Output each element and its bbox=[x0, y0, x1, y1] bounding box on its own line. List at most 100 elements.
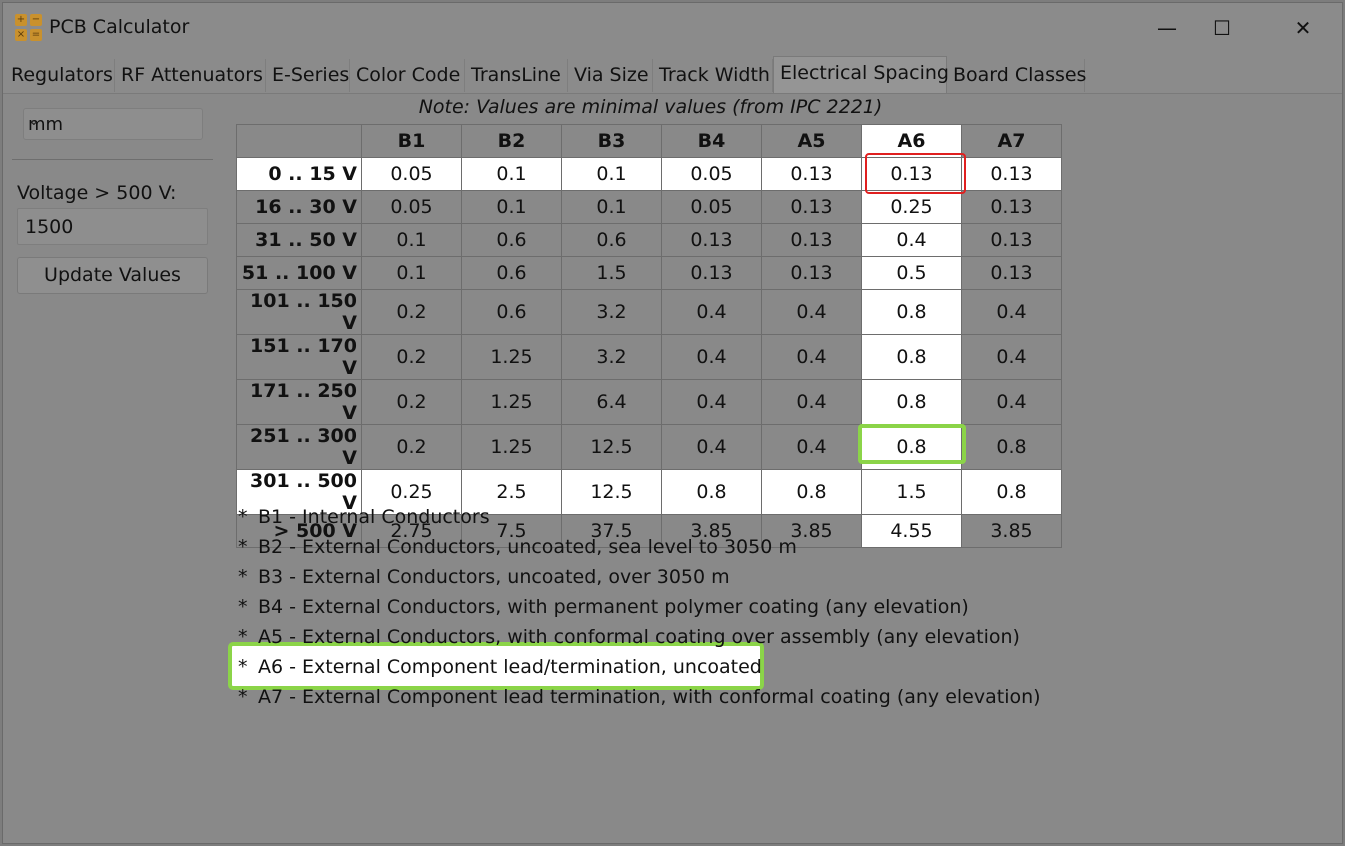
update-values-button[interactable]: Update Values bbox=[17, 257, 208, 294]
table-cell: 0.6 bbox=[561, 223, 662, 257]
legend-item: * A6 - External Component lead/terminatio… bbox=[238, 656, 762, 678]
table-cell: 0.4 bbox=[761, 334, 862, 380]
spacing-table: B1 B2 B3 B4 A5 A6 A7 0 .. 15 V 0.05 0.1 0.1 0.05 0.1… bbox=[236, 124, 1062, 548]
table-cell: 0.1 bbox=[361, 223, 462, 257]
voltage-label: Voltage > 500 V: bbox=[17, 182, 177, 204]
table-cell: 4.55 bbox=[861, 514, 962, 548]
table-cell: 0.1 bbox=[561, 190, 662, 224]
table-cell: 0.2 bbox=[361, 289, 462, 335]
legend-item: * B4 - External Conductors, with permanen… bbox=[238, 596, 969, 618]
table-cell: 0.4 bbox=[761, 424, 862, 470]
unit-select-value: mm bbox=[28, 114, 64, 135]
table-cell: 0.25 bbox=[361, 469, 462, 515]
table-cell: 0.8 bbox=[661, 469, 762, 515]
table-cell: 0.1 bbox=[361, 256, 462, 290]
tab-board-classes[interactable]: Board Classes bbox=[947, 59, 1086, 92]
table-cell: 0.13 bbox=[761, 256, 862, 290]
legend-text: A5 - External Conductors, with conformal… bbox=[258, 626, 1020, 648]
table-cell: 0.4 bbox=[761, 289, 862, 335]
table-row: > 500 V 2.75 7.5 37.5 3.85 3.85 4.55 3.85 bbox=[236, 514, 1062, 548]
table-cell: 0.13 bbox=[661, 256, 762, 290]
table-cell: 0.1 bbox=[461, 190, 562, 224]
bullet-icon: * bbox=[238, 686, 248, 708]
legend-text: A7 - External Component lead termination… bbox=[258, 686, 1041, 708]
table-cell: 12.5 bbox=[561, 424, 662, 470]
tab-e-series[interactable]: E-Series bbox=[266, 59, 350, 92]
minimize-button[interactable]: — bbox=[1132, 3, 1202, 53]
chevron-down-icon: ⌄ bbox=[28, 113, 40, 129]
table-cell: 1.5 bbox=[861, 469, 962, 515]
bullet-icon: * bbox=[238, 656, 248, 678]
table-cell: 6.4 bbox=[561, 379, 662, 425]
table-cell: 3.2 bbox=[561, 289, 662, 335]
column-header-b2: B2 bbox=[461, 124, 562, 158]
ipc-note: Note: Values are minimal values (from IP… bbox=[418, 96, 883, 118]
table-cell: 0.13 bbox=[961, 256, 1062, 290]
table-cell: 0.4 bbox=[661, 289, 762, 335]
title-bar[interactable]: + − × = PCB Calculator — ☐ ✕ bbox=[3, 3, 1342, 53]
tab-transline[interactable]: TransLine bbox=[465, 59, 568, 92]
legend-highlight-box bbox=[228, 642, 764, 690]
row-header: 51 .. 100 V bbox=[236, 256, 362, 290]
legend-item: * B2 - External Conductors, uncoated, sea… bbox=[238, 536, 797, 558]
table-cell: 0.8 bbox=[961, 424, 1062, 470]
tab-rf-attenuators[interactable]: RF Attenuators bbox=[115, 59, 266, 92]
maximize-button[interactable]: ☐ bbox=[1187, 3, 1257, 53]
table-cell: 3.2 bbox=[561, 334, 662, 380]
table-cell: 0.05 bbox=[661, 190, 762, 224]
tab-regulators[interactable]: Regulators bbox=[5, 59, 115, 92]
table-row: 31 .. 50 V 0.1 0.6 0.6 0.13 0.13 0.4 0.13 bbox=[236, 223, 1062, 257]
row-header: 0 .. 15 V bbox=[236, 157, 362, 191]
legend-text: A6 - External Component lead/termination… bbox=[258, 656, 762, 678]
maximize-icon: ☐ bbox=[1213, 16, 1231, 40]
bullet-icon: * bbox=[238, 566, 248, 588]
unit-select[interactable]: mm ⌄ bbox=[23, 108, 203, 140]
table-cell: 0.13 bbox=[861, 157, 962, 191]
row-header: 301 .. 500 V bbox=[236, 469, 362, 515]
table-cell: 0.8 bbox=[761, 469, 862, 515]
table-row: 151 .. 170 V 0.2 1.25 3.2 0.4 0.4 0.8 0.4 bbox=[236, 334, 1062, 380]
table-cell: 0.8 bbox=[861, 289, 962, 335]
table-cell: 0.13 bbox=[961, 223, 1062, 257]
bullet-icon: * bbox=[238, 506, 248, 528]
legend-text: B3 - External Conductors, uncoated, over… bbox=[258, 566, 730, 588]
table-cell: 0.2 bbox=[361, 424, 462, 470]
legend-item: * A5 - External Conductors, with conforma… bbox=[238, 626, 1020, 648]
table-cell: 0.4 bbox=[661, 379, 762, 425]
table-cell: 0.13 bbox=[761, 190, 862, 224]
column-header-a6: A6 bbox=[861, 124, 962, 158]
table-cell: 3.85 bbox=[661, 514, 762, 548]
table-cell: 0.6 bbox=[461, 256, 562, 290]
legend-text: B4 - External Conductors, with permanent… bbox=[258, 596, 969, 618]
table-row: 0 .. 15 V 0.05 0.1 0.1 0.05 0.13 0.13 0.13 bbox=[236, 157, 1062, 191]
table-cell: 3.85 bbox=[961, 514, 1062, 548]
table-cell: 0.2 bbox=[361, 379, 462, 425]
table-row: 251 .. 300 V 0.2 1.25 12.5 0.4 0.4 0.8 0.8 bbox=[236, 424, 1062, 470]
tab-electrical-spacing[interactable]: Electrical Spacing bbox=[773, 56, 949, 93]
close-button[interactable]: ✕ bbox=[1268, 3, 1338, 53]
table-cell: 1.25 bbox=[461, 424, 562, 470]
column-header-a5: A5 bbox=[761, 124, 862, 158]
voltage-input-value: 1500 bbox=[25, 216, 74, 238]
table-cell: 0.4 bbox=[961, 334, 1062, 380]
table-cell: 12.5 bbox=[561, 469, 662, 515]
calculator-icon: + − × = bbox=[15, 14, 42, 41]
table-corner bbox=[236, 124, 362, 158]
tab-bar: Regulators RF Attenuators E-Series Color… bbox=[3, 53, 1342, 94]
table-cell: 2.75 bbox=[361, 514, 462, 548]
table-cell: 0.8 bbox=[861, 424, 962, 470]
row-header: 251 .. 300 V bbox=[236, 424, 362, 470]
table-cell: 0.8 bbox=[861, 334, 962, 380]
table-row: 101 .. 150 V 0.2 0.6 3.2 0.4 0.4 0.8 0.4 bbox=[236, 289, 1062, 335]
table-row: 301 .. 500 V 0.25 2.5 12.5 0.8 0.8 1.5 0.8 bbox=[236, 469, 1062, 515]
tab-via-size[interactable]: Via Size bbox=[568, 59, 653, 92]
window-title: PCB Calculator bbox=[49, 16, 190, 38]
table-cell: 1.25 bbox=[461, 379, 562, 425]
bullet-icon: * bbox=[238, 536, 248, 558]
voltage-input[interactable]: 1500 bbox=[17, 208, 208, 245]
column-header-b3: B3 bbox=[561, 124, 662, 158]
table-cell: 0.4 bbox=[761, 379, 862, 425]
table-cell: 37.5 bbox=[561, 514, 662, 548]
tab-track-width[interactable]: Track Width bbox=[653, 59, 773, 92]
tab-color-code[interactable]: Color Code bbox=[350, 59, 465, 92]
